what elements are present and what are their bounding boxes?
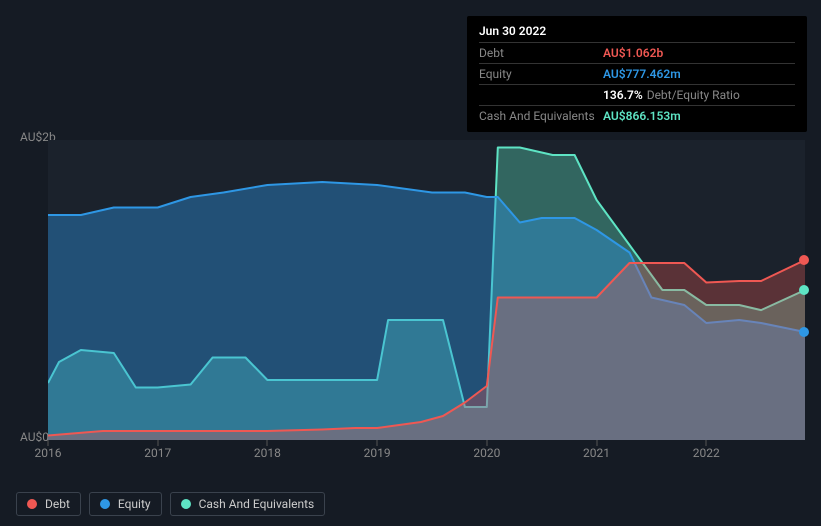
tooltip-row: DebtAU$1.062b	[479, 42, 795, 63]
tooltip-label: Debt	[479, 44, 603, 62]
legend-dot-icon	[181, 499, 191, 509]
x-axis-label: 2020	[473, 446, 500, 460]
tooltip-label	[479, 86, 603, 104]
tooltip-value: AU$777.462m	[603, 65, 681, 83]
tooltip-row: 136.7% Debt/Equity Ratio	[479, 84, 795, 105]
legend-item[interactable]: Equity	[89, 492, 162, 516]
x-axis-label: 2018	[254, 446, 281, 460]
legend-dot-icon	[100, 499, 110, 509]
tooltip-row: Cash And EquivalentsAU$866.153m	[479, 105, 795, 126]
tooltip-value: AU$866.153m	[603, 107, 681, 125]
legend-item[interactable]: Cash And Equivalents	[170, 492, 326, 516]
tooltip-suffix: Debt/Equity Ratio	[647, 86, 740, 104]
tooltip-date: Jun 30 2022	[479, 22, 795, 40]
chart-plot-area	[48, 140, 805, 440]
legend-label: Cash And Equivalents	[199, 497, 315, 511]
tooltip-label: Equity	[479, 65, 603, 83]
series-end-dot	[799, 327, 809, 337]
tooltip-value: AU$1.062b	[603, 44, 663, 62]
x-axis-label: 2017	[144, 446, 171, 460]
legend-item[interactable]: Debt	[16, 492, 81, 516]
chart-legend: Debt Equity Cash And Equivalents	[16, 492, 325, 516]
legend-label: Equity	[118, 497, 151, 511]
tooltip-value: 136.7%	[603, 86, 643, 104]
tooltip-row: EquityAU$777.462m	[479, 63, 795, 84]
legend-dot-icon	[27, 499, 37, 509]
chart-svg	[48, 140, 805, 440]
x-axis-label: 2016	[35, 446, 62, 460]
legend-label: Debt	[45, 497, 70, 511]
x-axis-label: 2022	[693, 446, 720, 460]
chart-tooltip: Jun 30 2022 DebtAU$1.062bEquityAU$777.46…	[467, 16, 807, 132]
series-end-dot	[799, 285, 809, 295]
x-axis-label: 2019	[364, 446, 391, 460]
x-axis-label: 2021	[583, 446, 610, 460]
series-end-dot	[799, 255, 809, 265]
y-axis-label: AU$0	[20, 430, 49, 444]
tooltip-label: Cash And Equivalents	[479, 107, 603, 125]
x-axis: 2016201720182019202020212022	[48, 446, 805, 466]
